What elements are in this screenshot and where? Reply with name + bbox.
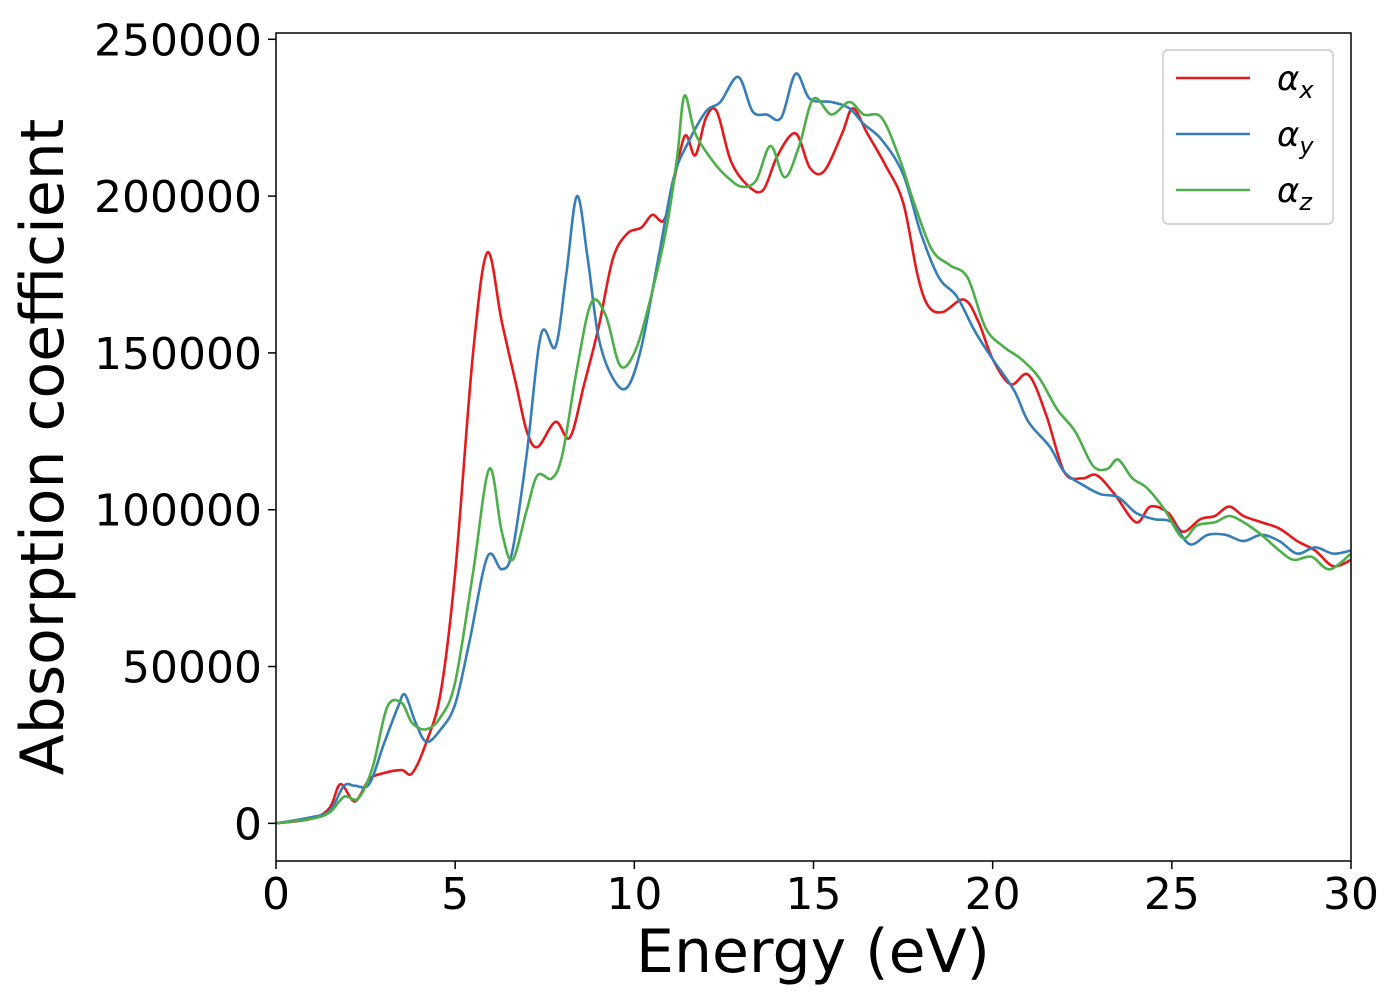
y-tick-label: 150000 (94, 329, 262, 380)
x-axis-ticks: 0 5 10 15 20 25 30 (262, 861, 1379, 920)
legend-label-base: α (1277, 171, 1299, 211)
legend-label-y: αy (1277, 115, 1314, 160)
x-tick-label: 25 (1144, 869, 1200, 920)
x-tick-label: 20 (965, 869, 1021, 920)
legend-label-subscript: z (1298, 188, 1313, 216)
legend-label-x: αx (1277, 59, 1314, 104)
y-tick-label: 50000 (122, 643, 262, 694)
series-layer (275, 72, 1352, 825)
y-axis-ticks: 0 50000 100000 150000 200000 250000 (94, 15, 276, 850)
x-tick-label: 5 (441, 869, 469, 920)
legend-box (1162, 49, 1334, 225)
series-line-z (275, 94, 1352, 825)
legend-label-subscript: y (1298, 132, 1314, 160)
x-axis-label: Energy (eV) (636, 917, 990, 987)
series-line-x (275, 106, 1352, 825)
legend-label-z: αz (1277, 171, 1313, 216)
series-line-y (275, 72, 1352, 825)
y-tick-label: 250000 (94, 15, 262, 66)
x-tick-label: 10 (606, 869, 662, 920)
y-axis-label: Absorption coefficient (8, 119, 78, 776)
legend-label-base: α (1277, 59, 1299, 99)
x-tick-label: 0 (262, 869, 290, 920)
legend-label-subscript: x (1298, 76, 1314, 104)
x-tick-label: 30 (1323, 869, 1379, 920)
y-tick-label: 0 (234, 799, 262, 850)
legend-label-base: α (1277, 115, 1299, 155)
y-tick-label: 100000 (94, 486, 262, 537)
y-tick-label: 200000 (94, 172, 262, 223)
x-tick-label: 15 (786, 869, 842, 920)
